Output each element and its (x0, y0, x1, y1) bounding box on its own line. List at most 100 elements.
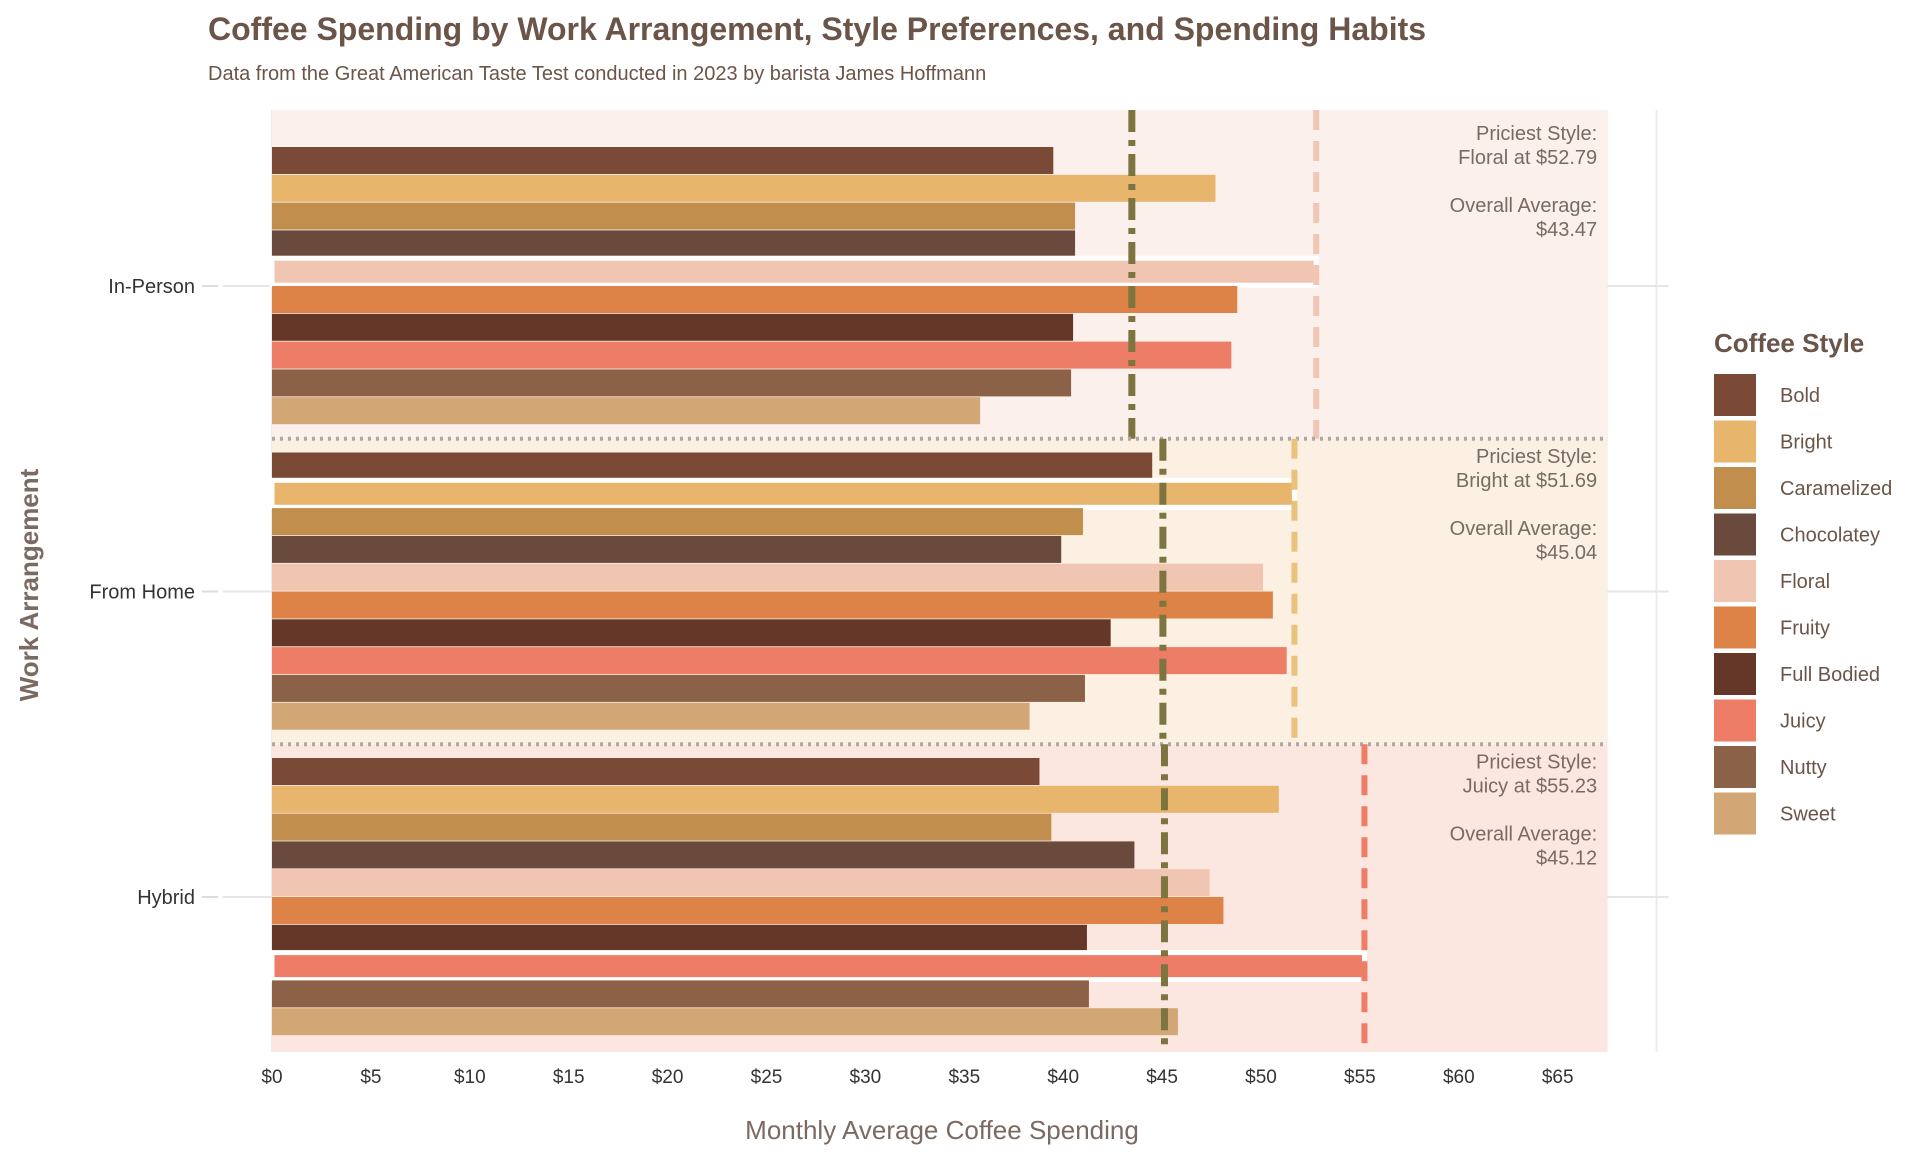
legend-item: Floral (1714, 560, 1830, 602)
legend-label: Floral (1780, 571, 1830, 593)
annotation-line: Bright at $51.69 (1456, 470, 1597, 492)
legend-swatch (1714, 746, 1756, 788)
annotation-line: Overall Average: (1450, 518, 1598, 540)
legend-swatch (1714, 653, 1756, 695)
bar-from-home-floral (272, 563, 1263, 591)
bar-in-person-bold (272, 147, 1054, 174)
legend-item: Sweet (1714, 792, 1836, 835)
legend-item: Bright (1714, 420, 1833, 463)
legend-label: Caramelized (1780, 478, 1892, 500)
x-axis-title: Monthly Average Coffee Spending (745, 1115, 1139, 1145)
legend-item: Nutty (1714, 746, 1827, 788)
legend-label: Chocolatey (1780, 525, 1880, 547)
legend-item: Juicy (1714, 699, 1826, 742)
legend-item: Chocolatey (1714, 513, 1880, 556)
legend-item: Bold (1714, 374, 1820, 416)
bar-in-person-bright (272, 174, 1216, 202)
bar-hybrid-caramelized (272, 813, 1052, 841)
bar-from-home-bold (272, 452, 1153, 480)
x-tick-label: $15 (553, 1067, 585, 1088)
legend-swatch (1714, 699, 1756, 742)
bar-from-home-full-bodied (272, 619, 1111, 647)
annotation-line: Priciest Style: (1476, 751, 1597, 773)
annotation-line: $45.12 (1536, 847, 1597, 869)
x-tick-label: $55 (1344, 1067, 1376, 1088)
bar-hybrid-full-bodied (272, 924, 1087, 952)
legend-swatch (1714, 792, 1756, 835)
x-tick-label: $65 (1542, 1067, 1574, 1088)
annotation-line: Priciest Style: (1476, 123, 1597, 145)
x-tick-label: $45 (1146, 1067, 1178, 1088)
bar-in-person-nutty (272, 369, 1072, 397)
bar-from-home-caramelized (272, 508, 1083, 536)
bar-from-home-bright (269, 477, 1297, 510)
x-tick-label: $35 (948, 1067, 980, 1088)
annotation-line: $45.04 (1536, 542, 1597, 564)
bar-hybrid-bright (272, 785, 1279, 813)
legend-title: Coffee Style (1714, 328, 1864, 358)
annotation-line: $43.47 (1536, 219, 1597, 241)
legend-item: Fruity (1714, 606, 1830, 649)
bars (269, 147, 1367, 1036)
legend-label: Fruity (1780, 618, 1830, 640)
bar-in-person-caramelized (272, 202, 1076, 230)
legend-item: Caramelized (1714, 467, 1892, 509)
annotation-line: Juicy at $55.23 (1463, 775, 1598, 797)
bar-hybrid-juicy (269, 950, 1367, 983)
bar-in-person-floral (269, 255, 1319, 288)
bar-in-person-chocolatey (272, 230, 1076, 258)
legend-swatch (1714, 374, 1756, 416)
bar-from-home-nutty (272, 674, 1085, 702)
y-tick-label: Hybrid (137, 887, 195, 909)
x-tick-label: $0 (261, 1067, 282, 1088)
x-tick-label: $10 (454, 1067, 486, 1088)
x-tick-label: $50 (1245, 1067, 1277, 1088)
bar-from-home-fruity (272, 591, 1273, 619)
legend: Coffee Style Bold Bright Caramelized Chocola… (1714, 328, 1892, 835)
bar-hybrid-nutty (272, 980, 1089, 1008)
x-tick-label: $60 (1443, 1067, 1475, 1088)
bar-in-person-sweet (272, 397, 981, 425)
bar-from-home-juicy (272, 647, 1287, 675)
x-tick-label: $40 (1047, 1067, 1079, 1088)
chart-subtitle: Data from the Great American Taste Test … (208, 63, 986, 85)
bar-from-home-sweet (272, 702, 1030, 730)
legend-swatch (1714, 467, 1756, 509)
legend-label: Juicy (1780, 711, 1826, 733)
bar-in-person-full-bodied (272, 313, 1074, 341)
x-tick-label: $5 (360, 1067, 381, 1088)
bar-hybrid-chocolatey (272, 841, 1135, 869)
x-tick-label: $30 (850, 1067, 882, 1088)
x-tick-label: $20 (652, 1067, 684, 1088)
legend-label: Sweet (1780, 804, 1836, 826)
bar-from-home-chocolatey (272, 535, 1062, 563)
bar-hybrid-sweet (272, 1008, 1178, 1036)
bar-hybrid-floral (272, 869, 1210, 897)
y-tick-label: In-Person (108, 276, 195, 298)
bar-in-person-fruity (272, 286, 1238, 313)
legend-label: Nutty (1780, 757, 1827, 779)
legend-label: Bright (1780, 432, 1833, 454)
reference-lines (272, 110, 1608, 1052)
legend-item: Full Bodied (1714, 653, 1880, 695)
bar-in-person-juicy (272, 341, 1232, 369)
annotation-line: Overall Average: (1450, 195, 1598, 217)
legend-swatch (1714, 420, 1756, 463)
legend-label: Full Bodied (1780, 664, 1880, 686)
y-tick-label: From Home (89, 582, 195, 604)
bar-hybrid-bold (272, 758, 1040, 785)
legend-swatch (1714, 560, 1756, 602)
annotation-line: Overall Average: (1450, 823, 1598, 845)
x-tick-label: $25 (751, 1067, 783, 1088)
y-axis-title: Work Arrangement (14, 468, 44, 701)
legend-swatch (1714, 606, 1756, 649)
annotation-line: Priciest Style: (1476, 446, 1597, 468)
legend-label: Bold (1780, 385, 1820, 407)
chart-title: Coffee Spending by Work Arrangement, Sty… (208, 11, 1426, 47)
legend-swatch (1714, 513, 1756, 556)
annotation-line: Floral at $52.79 (1458, 147, 1597, 169)
bar-hybrid-fruity (272, 897, 1224, 924)
